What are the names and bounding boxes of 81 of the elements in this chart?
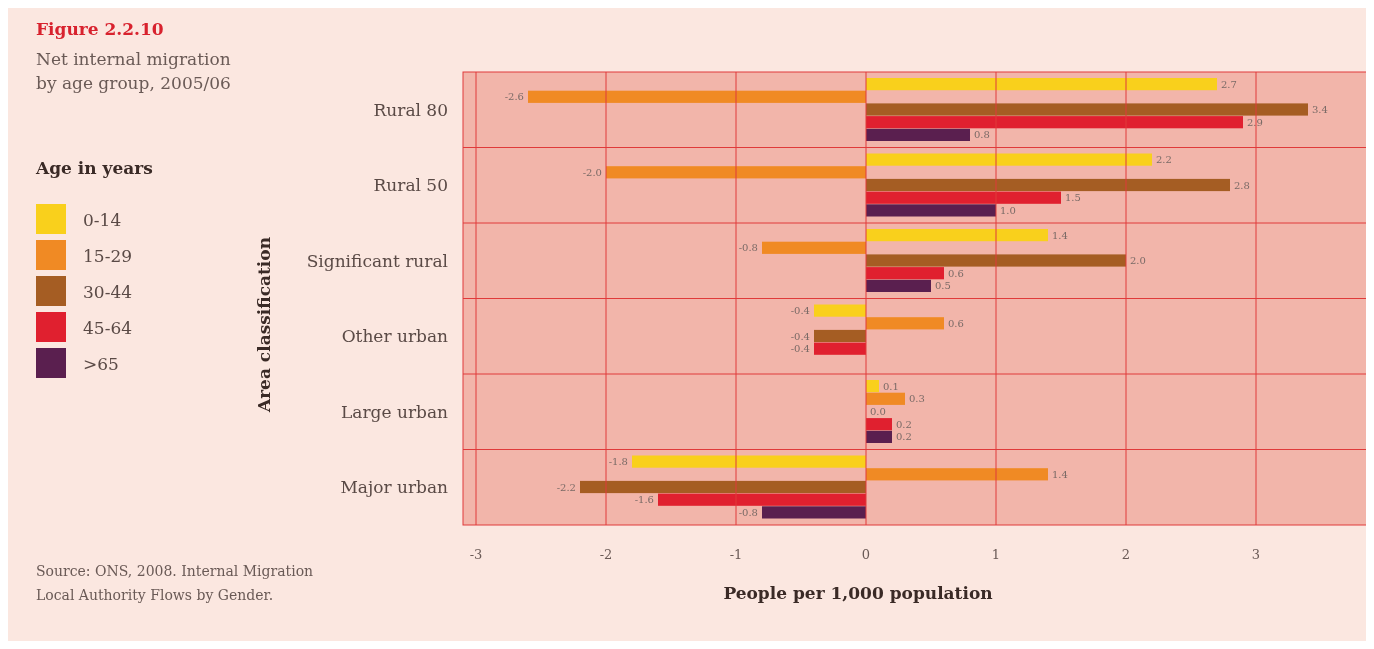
data-label: -0.8 [738, 506, 758, 518]
legend-label: >65 [83, 354, 119, 374]
data-label: 0.5 [935, 280, 951, 292]
bar [866, 191, 1061, 204]
bar [866, 128, 970, 141]
x-tick-label: 0 [861, 547, 871, 562]
bar [866, 279, 931, 292]
y-tick-label: Other urban [341, 326, 449, 347]
bar [762, 506, 866, 519]
bar [814, 304, 866, 317]
data-label: 1.0 [1000, 204, 1016, 216]
bar [866, 317, 944, 330]
data-label: 1.5 [1065, 192, 1081, 204]
y-tick-label: Significant rural [306, 250, 448, 271]
data-label: 2.0 [1130, 255, 1146, 266]
bar [580, 480, 866, 494]
x-tick-label: 3 [1251, 547, 1261, 562]
bar [528, 90, 866, 103]
bar [866, 103, 1308, 116]
bar [866, 430, 892, 443]
source-note: Source: ONS, 2008. Internal Migration Local Authority Flows by Gender. [36, 563, 314, 603]
bar [658, 493, 866, 506]
data-label: 2.9 [1247, 116, 1263, 128]
bar [866, 116, 1243, 129]
x-tick-label: -1 [729, 547, 743, 562]
data-label: -0.4 [790, 330, 810, 342]
bar [866, 468, 1048, 481]
legend-label: 15-29 [83, 246, 133, 266]
data-label: -0.4 [790, 343, 810, 355]
bar [814, 342, 866, 355]
data-label: -2.2 [556, 481, 576, 493]
bar [866, 178, 1230, 192]
bar [866, 254, 1126, 267]
bar [814, 329, 866, 343]
y-tick-label: Major urban [340, 477, 449, 498]
bar [866, 229, 1048, 242]
legend-label: 0-14 [83, 210, 122, 230]
data-label: 0.6 [948, 317, 964, 329]
bar [866, 392, 905, 405]
data-label: 0.2 [896, 418, 912, 430]
y-tick-label: Large urban [341, 401, 449, 422]
data-label: 0.8 [974, 129, 990, 141]
bar [866, 153, 1152, 166]
bar [866, 267, 944, 280]
bar [866, 204, 996, 217]
data-label: 3.4 [1312, 104, 1328, 115]
data-label: 0.0 [870, 406, 886, 417]
bar [632, 455, 866, 468]
data-label: 0.1 [883, 380, 899, 392]
y-axis-title: Area classification [254, 236, 274, 414]
x-tick-label: -3 [469, 547, 483, 562]
legend-label: 45-64 [83, 318, 133, 338]
bar [762, 241, 866, 254]
data-label: -0.8 [738, 242, 758, 254]
x-tick-label: -2 [599, 547, 613, 562]
data-label: 2.7 [1221, 78, 1237, 90]
text: Net internal migration by age group, 2005/06 [36, 49, 231, 93]
y-tick-label: Rural 50 [373, 175, 448, 196]
bar [606, 166, 866, 179]
x-tick-label: 1 [991, 547, 1001, 562]
bar [866, 78, 1217, 91]
data-label: 2.8 [1234, 179, 1250, 191]
data-label: 1.4 [1052, 468, 1068, 480]
data-label: -1.6 [634, 494, 654, 506]
data-label: -0.4 [790, 305, 810, 317]
data-label: -2.6 [504, 91, 524, 103]
data-label: -1.8 [608, 456, 628, 468]
data-label: 1.4 [1052, 229, 1068, 241]
legend-title: Age in years [35, 158, 153, 178]
data-label: 2.2 [1156, 154, 1172, 166]
data-label: 0.3 [909, 393, 925, 405]
bar [866, 418, 892, 431]
data-label: 0.2 [896, 431, 912, 443]
y-tick-label: Rural 80 [373, 99, 448, 120]
data-label: -2.0 [582, 166, 602, 178]
legend-label: 30-44 [83, 282, 133, 302]
x-tick-label: 2 [1121, 547, 1131, 562]
bar [866, 380, 879, 393]
text: Figure 2.2.10 [36, 19, 164, 39]
x-axis-title: People per 1,000 population [723, 583, 993, 603]
data-label: 0.6 [948, 267, 964, 279]
